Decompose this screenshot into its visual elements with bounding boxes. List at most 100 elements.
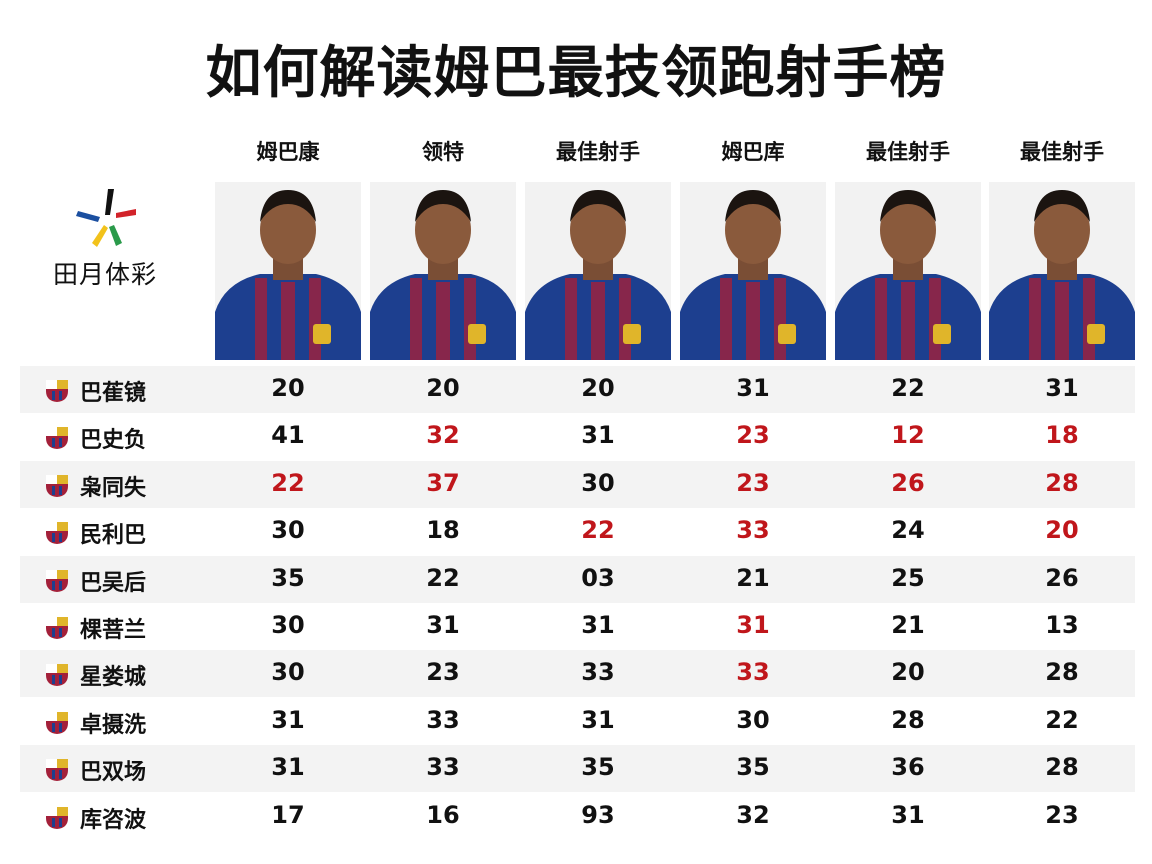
table-cell: 33 — [736, 658, 770, 687]
table-cell: 22 — [271, 468, 305, 497]
team-name: 民利巴 — [80, 523, 147, 549]
table-cell: 31 — [426, 611, 460, 639]
brand-logo: 田月体彩 — [40, 185, 170, 291]
table-row: 民利巴 30 18 22 33 24 20 — [20, 508, 1135, 555]
club-crest-icon — [46, 569, 68, 592]
table-row: 星娄城 30 23 33 33 20 28 — [20, 650, 1135, 698]
table-cell: 33 — [581, 658, 615, 687]
team-name: 巴吴后 — [80, 570, 147, 596]
table-cell: 22 — [581, 516, 615, 545]
table-cell: 20 — [581, 374, 615, 402]
table-cell: 31 — [581, 421, 615, 450]
table-cell: 30 — [271, 658, 305, 687]
page-title: 如何解读姆巴最技领跑射手榜 — [205, 41, 947, 106]
table-cell: 26 — [1045, 563, 1079, 592]
brand-text: 田月体彩 — [52, 260, 157, 289]
table-cell: 36 — [891, 753, 925, 782]
team-name: 星娄城 — [80, 665, 147, 691]
club-crest-icon — [46, 380, 68, 402]
table-cell: 28 — [1045, 468, 1079, 497]
player-photo — [835, 182, 981, 360]
table-cell: 32 — [736, 800, 770, 829]
column-header: 姆巴库 — [721, 140, 785, 164]
table-row: 枭同失 22 37 30 23 26 28 — [20, 460, 1135, 508]
table-row: 棵菩兰 30 31 31 31 21 13 — [20, 603, 1135, 650]
table-cell: 23 — [1045, 800, 1079, 829]
table-cell: 26 — [891, 468, 925, 497]
table-cell: 03 — [581, 563, 615, 592]
table-cell: 23 — [426, 658, 460, 687]
team-name: 棵菩兰 — [80, 618, 147, 643]
table-cell: 16 — [426, 800, 460, 829]
table-cell: 28 — [1045, 753, 1079, 782]
column-header: 领特 — [422, 140, 464, 164]
column-header: 最佳射手 — [866, 140, 950, 164]
club-crest-icon — [46, 711, 68, 734]
team-name: 巴萑镜 — [80, 381, 147, 406]
player-photo — [525, 182, 671, 360]
table-cell: 20 — [891, 658, 925, 687]
club-crest-icon — [46, 474, 68, 497]
table-cell: 31 — [581, 611, 615, 639]
table-cell: 30 — [736, 705, 770, 734]
player-photo — [215, 182, 361, 360]
table-cell: 31 — [271, 705, 305, 734]
player-photo — [680, 182, 826, 360]
table-cell: 33 — [426, 753, 460, 782]
club-crest-icon — [46, 759, 68, 782]
table-cell: 25 — [891, 563, 925, 592]
table-cell: 20 — [271, 374, 305, 402]
team-name: 卓摄洗 — [80, 712, 147, 738]
table-cell: 30 — [271, 611, 305, 639]
column-header: 最佳射手 — [1020, 140, 1104, 164]
table-row: 巴双场 31 33 35 35 36 28 — [20, 745, 1135, 793]
player-photo — [370, 182, 516, 360]
table-cell: 23 — [736, 468, 770, 497]
table-cell: 35 — [271, 563, 305, 592]
table-cell: 33 — [736, 516, 770, 545]
table-cell: 22 — [1045, 705, 1079, 734]
club-crest-icon — [46, 427, 68, 450]
club-crest-icon — [46, 522, 68, 545]
table-cell: 18 — [426, 516, 460, 545]
table-cell: 13 — [1045, 611, 1079, 639]
table-cell: 31 — [581, 705, 615, 734]
team-name: 巴双场 — [80, 760, 147, 786]
club-crest-icon — [46, 806, 68, 829]
table-cell: 30 — [271, 516, 305, 545]
table-cell: 30 — [581, 468, 615, 497]
column-header: 姆巴康 — [256, 140, 320, 164]
table-cell: 35 — [736, 753, 770, 782]
table-cell: 23 — [736, 421, 770, 450]
table-row: 巴吴后 35 22 03 21 25 26 — [20, 555, 1135, 603]
table-cell: 24 — [891, 516, 925, 545]
table-cell: 22 — [426, 563, 460, 592]
table-cell: 31 — [736, 611, 770, 639]
table-cell: 18 — [1045, 421, 1079, 450]
club-crest-icon — [46, 617, 68, 639]
team-name: 库咨波 — [80, 807, 147, 833]
team-name: 巴史负 — [80, 428, 147, 454]
table-cell: 32 — [426, 421, 460, 450]
table-row: 库咨波 17 16 93 32 31 23 — [20, 793, 1135, 840]
table-row: 巴萑镜 20 20 20 31 22 31 — [20, 366, 1135, 413]
table-cell: 31 — [271, 753, 305, 782]
table-row: 巴史负 41 32 31 23 12 18 — [20, 413, 1135, 460]
table-cell: 21 — [891, 611, 925, 639]
table-cell: 20 — [1045, 516, 1079, 545]
table-cell: 22 — [891, 374, 925, 402]
table-cell: 20 — [426, 374, 460, 402]
team-name: 枭同失 — [80, 475, 147, 501]
column-header: 最佳射手 — [556, 140, 640, 164]
player-photo — [989, 182, 1135, 360]
club-crest-icon — [46, 664, 68, 687]
table-cell: 31 — [891, 800, 925, 829]
table-cell: 93 — [581, 800, 615, 829]
table-cell: 35 — [581, 753, 615, 782]
table-cell: 12 — [891, 421, 925, 450]
table-cell: 31 — [1045, 374, 1079, 402]
table-cell: 37 — [426, 468, 460, 497]
table-cell: 41 — [271, 421, 305, 450]
table-row: 卓摄洗 31 33 31 30 28 22 — [20, 698, 1135, 745]
table-cell: 21 — [736, 563, 770, 592]
